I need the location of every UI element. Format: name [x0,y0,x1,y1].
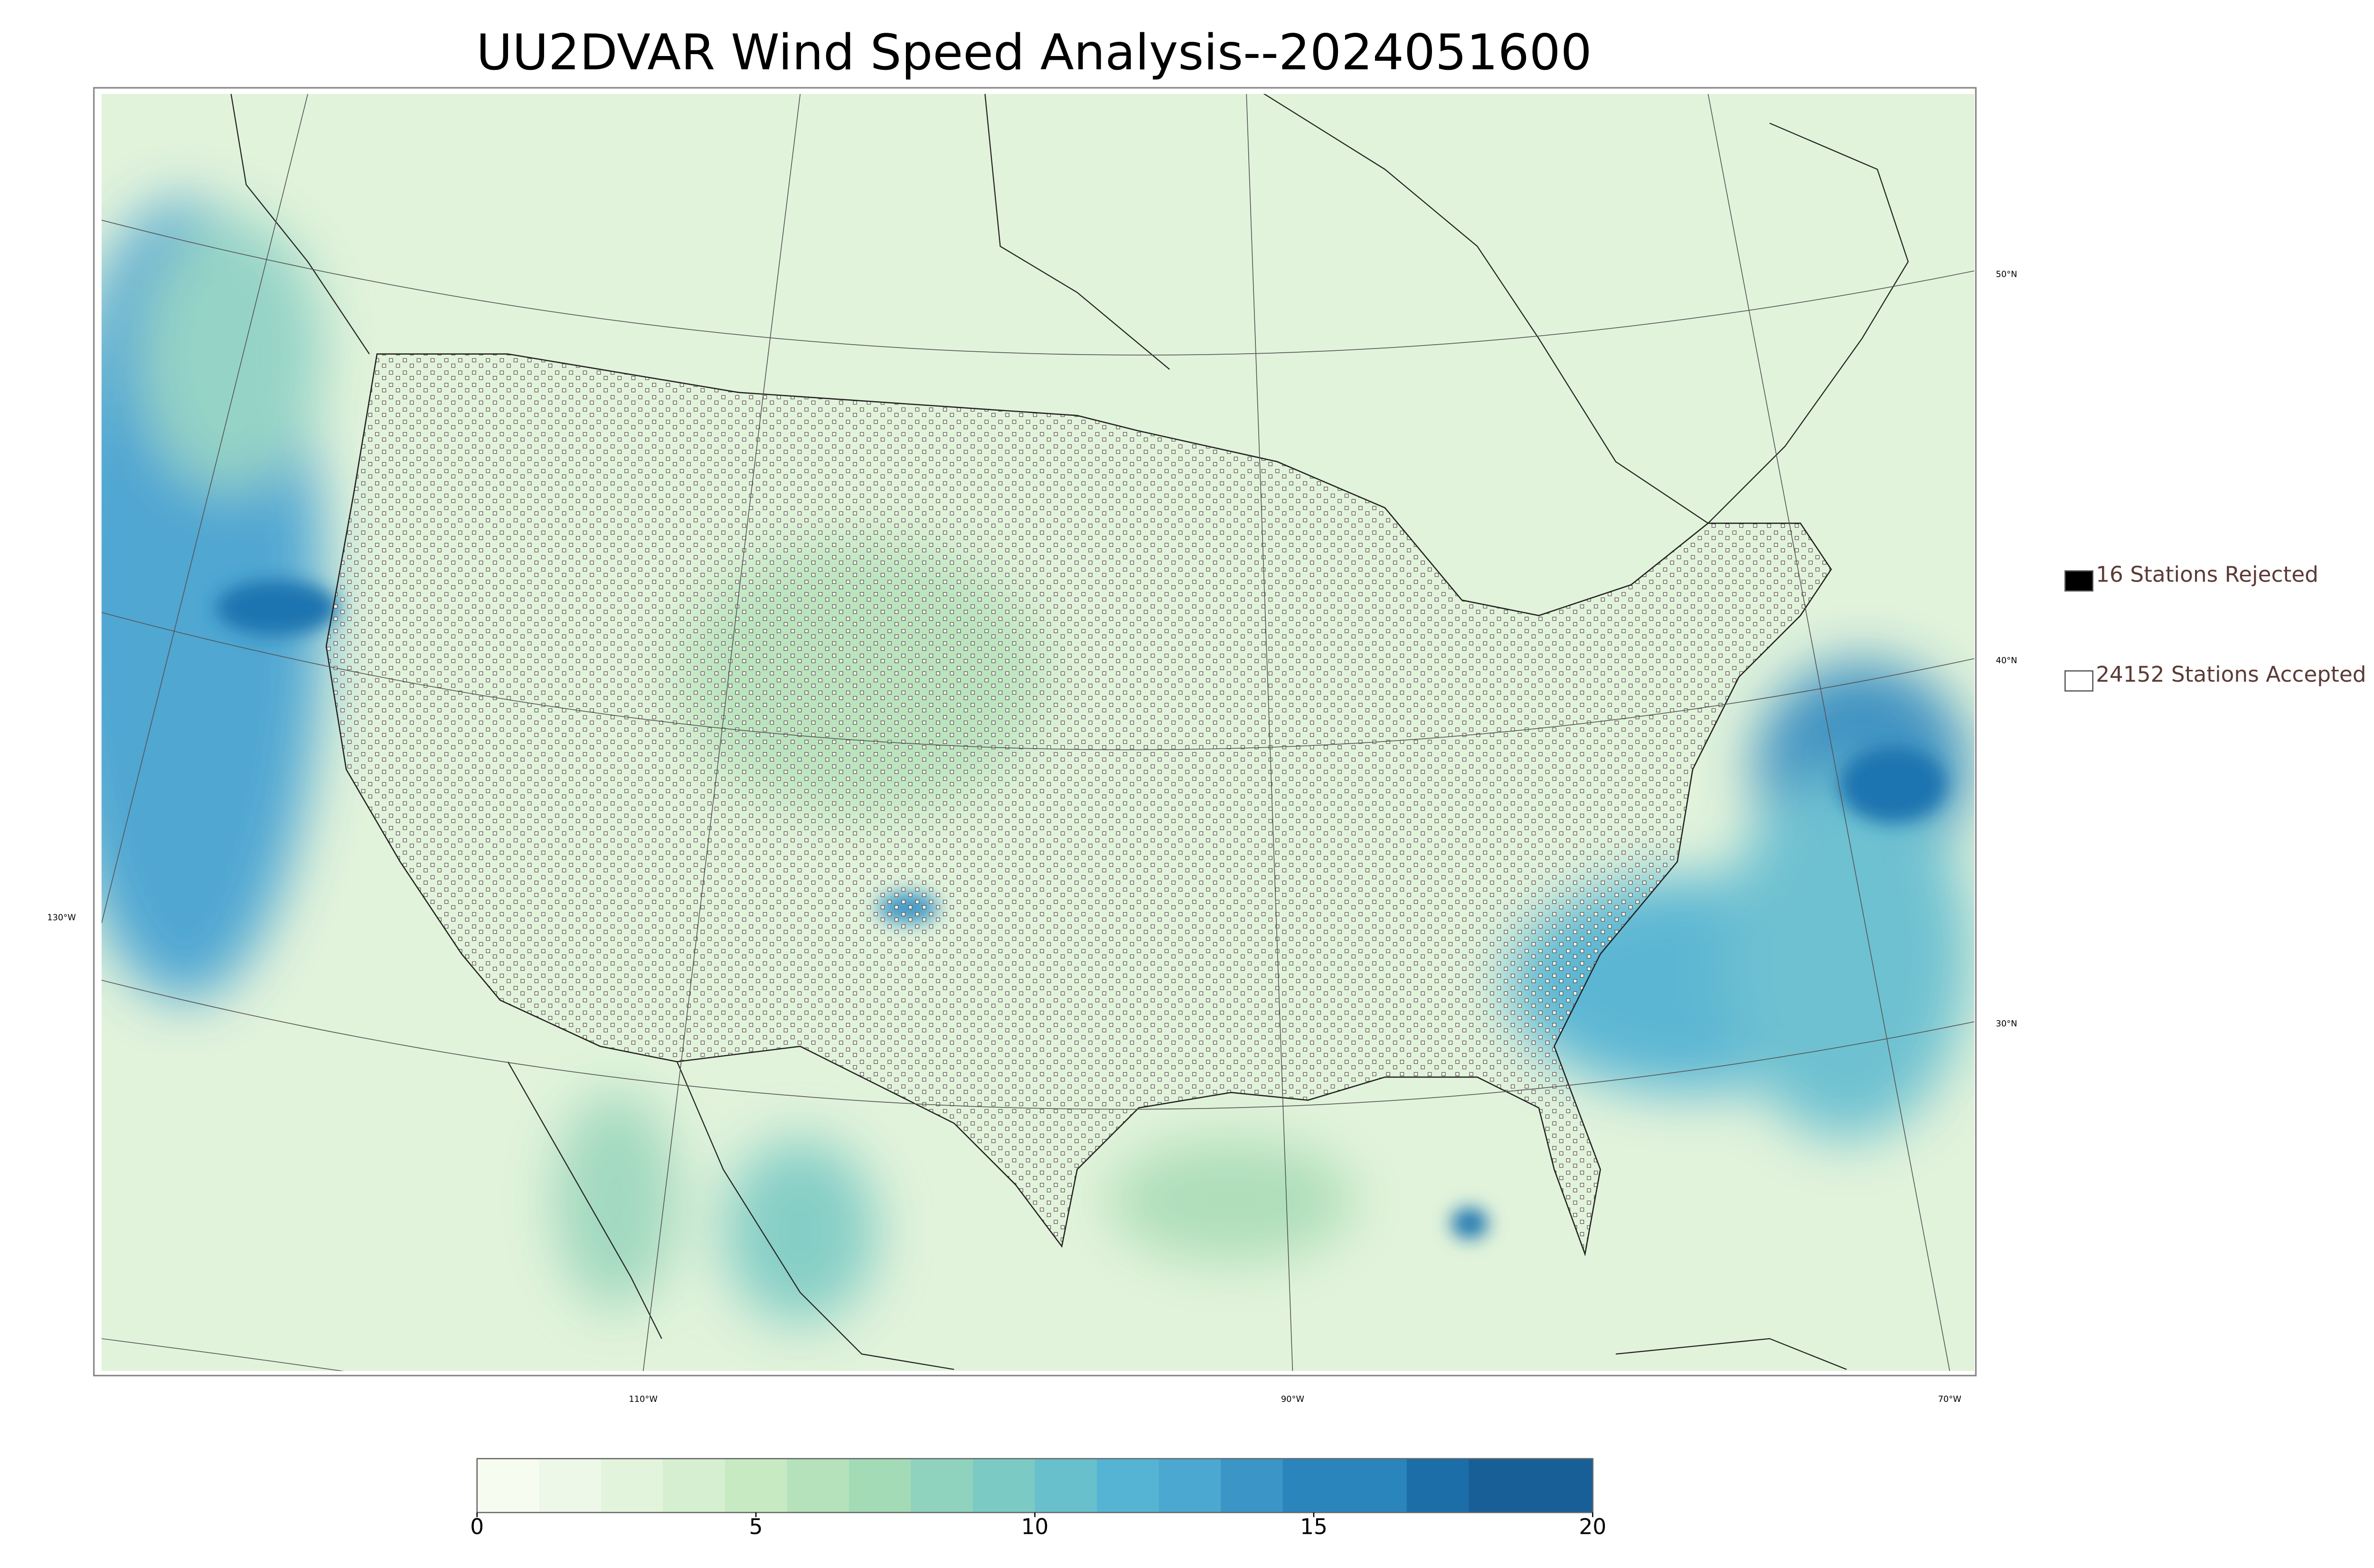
lon-label: 70°W [1938,1394,1962,1404]
colorbar-segment [477,1458,540,1513]
legend-swatch [2064,670,2094,692]
lon-label: 90°W [1281,1394,1305,1404]
lon-label: 110°W [629,1394,658,1404]
map-title: UU2DVAR Wind Speed Analysis--2024051600 [476,24,1592,81]
colorbar-segment [1345,1458,1408,1513]
colorbar-tick-label: 10 [1021,1514,1049,1539]
legend-label: 16 Stations Rejected [2096,562,2318,587]
colorbar-segment [663,1458,726,1513]
colorbar-segment [1282,1458,1346,1513]
colorbar-tick-label: 0 [470,1514,484,1539]
colorbar-segment [973,1458,1036,1513]
colorbar-segment [1406,1458,1470,1513]
graticule-labels: 50°N 40°N 30°N 130°W 110°W 90°W 70°W [47,270,2017,1404]
colorbar: 0 5 10 15 20 [470,1458,1607,1539]
colorbar-segment [787,1458,850,1513]
lat-label: 40°N [1996,656,2017,666]
colorbar-segment [1159,1458,1222,1513]
legend: 16 Stations Rejected 24152 Stations Accep… [2064,562,2366,692]
colorbar-segment [1530,1458,1594,1513]
map-frame [93,87,1977,1377]
colorbar-segment [1097,1458,1160,1513]
colorbar-segment [1035,1458,1098,1513]
lat-label: 50°N [1996,270,2017,280]
colorbar-segment [725,1458,788,1513]
colorbar-tick-label: 5 [749,1514,763,1539]
colorbar-segment [1221,1458,1284,1513]
colorbar-tick-label: 15 [1300,1514,1328,1539]
lon-label: 130°W [47,912,76,922]
map-field [101,94,1975,1371]
lat-label: 30°N [1996,1019,2017,1029]
legend-swatch [2064,570,2094,592]
legend-label: 24152 Stations Accepted [2096,662,2366,687]
colorbar-tick-label: 20 [1579,1514,1607,1539]
colorbar-segment [539,1458,602,1513]
colorbar-segment [601,1458,664,1513]
colorbar-segment [848,1458,912,1513]
colorbar-segment [1469,1458,1532,1513]
colorbar-segment [911,1458,974,1513]
